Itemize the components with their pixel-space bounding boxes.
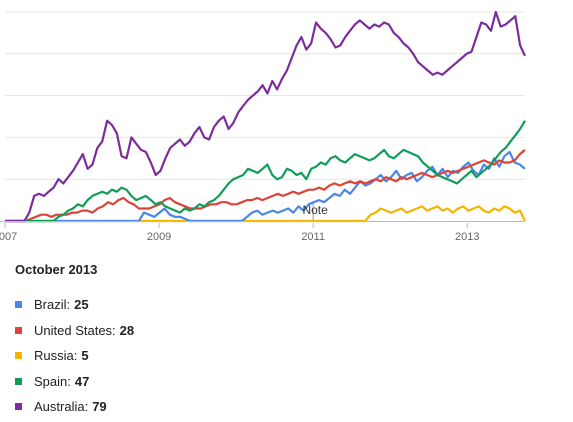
x-tick-label: 2007 [0, 231, 17, 243]
trend-chart: 2007 2009 2011 2013 Note [0, 10, 526, 243]
legend-swatch-icon [15, 403, 22, 411]
x-tick-label: 2009 [147, 231, 171, 243]
x-axis: 2007 2009 2011 2013 [0, 221, 525, 243]
series-line-australia [5, 10, 526, 223]
legend-items: Brazil: 25 United States: 28 Russia: 5 Spain: 4… [15, 292, 555, 420]
legend-item-spain[interactable]: Spain: 47 [15, 369, 555, 395]
series-line-united-states [5, 149, 526, 223]
legend-item-name: Russia: [34, 348, 78, 364]
legend-item-value: 79 [92, 399, 107, 415]
legend-swatch-icon [15, 301, 22, 309]
legend-item-name: Spain: [34, 373, 71, 389]
legend-item-russia[interactable]: Russia: 5 [15, 343, 555, 369]
x-tick-label: 2011 [301, 231, 325, 243]
legend: October 2013 Brazil: 25 United States: 28 Ru… [15, 262, 555, 420]
legend-item-brazil[interactable]: Brazil: 25 [15, 292, 555, 318]
legend-swatch-icon [15, 377, 22, 385]
legend-title: October 2013 [15, 262, 98, 277]
legend-item-value: 28 [119, 322, 135, 338]
annotation-label[interactable]: Note [302, 203, 328, 217]
legend-item-name: Australia: [34, 399, 89, 415]
chart-series [5, 10, 526, 223]
legend-swatch-icon [15, 352, 22, 360]
legend-item-name: United States: [34, 322, 116, 338]
series-line-spain [5, 120, 526, 223]
chart-grid [5, 11, 525, 180]
legend-item-united-states[interactable]: United States: 28 [15, 318, 555, 344]
legend-swatch-icon [15, 326, 22, 334]
legend-item-australia[interactable]: Australia: 79 [15, 394, 555, 420]
legend-item-value: 47 [74, 373, 90, 389]
chart-svg: 2007 2009 2011 2013 Note [0, 10, 526, 243]
chart-annotations: Note [302, 203, 328, 221]
legend-item-value: 25 [74, 297, 89, 313]
legend-item-name: Brazil: [34, 297, 71, 313]
x-tick-label: 2013 [455, 231, 479, 243]
legend-item-value: 5 [81, 348, 89, 364]
